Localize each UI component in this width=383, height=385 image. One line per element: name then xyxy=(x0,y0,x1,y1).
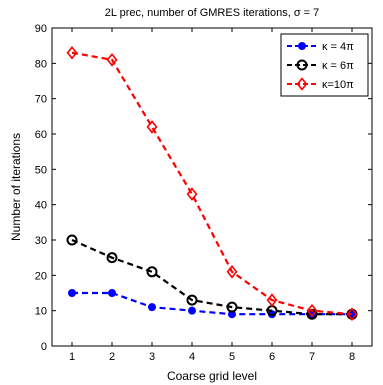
x-tick-label: 8 xyxy=(349,351,355,363)
legend-label: κ = 4π xyxy=(322,41,354,53)
y-tick-label: 60 xyxy=(35,129,47,141)
data-point xyxy=(106,53,118,67)
plot-area xyxy=(51,27,373,347)
data-point xyxy=(66,45,78,60)
y-tick-label: 30 xyxy=(35,235,47,247)
legend: κ = 4π κ = 6π κ=10π xyxy=(280,33,369,97)
y-axis-label: Number of iterations xyxy=(9,133,23,241)
y-tick-label: 10 xyxy=(35,306,47,318)
data-point xyxy=(226,301,238,313)
series-line xyxy=(71,51,353,316)
y-tick-label: 80 xyxy=(35,58,47,70)
legend-label: κ=10π xyxy=(322,79,354,91)
data-point xyxy=(106,252,118,264)
x-tick-label: 1 xyxy=(69,351,75,363)
data-point xyxy=(66,234,78,246)
series-3 xyxy=(66,45,358,321)
x-axis-label: Coarse grid level xyxy=(167,369,257,383)
series-line xyxy=(71,238,352,316)
y-tick-label: 20 xyxy=(35,270,47,282)
data-point xyxy=(148,303,156,312)
y-tick-label: 0 xyxy=(41,341,47,353)
y-tick-label: 70 xyxy=(35,94,47,106)
legend-marker xyxy=(296,59,308,71)
data-point xyxy=(108,289,116,297)
data-point xyxy=(146,120,158,134)
legend-item: κ = 4π xyxy=(287,41,354,53)
data-point xyxy=(68,289,76,297)
y-tick-label: 50 xyxy=(35,164,47,176)
x-tick-label: 3 xyxy=(149,351,155,363)
series-line xyxy=(72,291,352,316)
legend-item: κ = 6π xyxy=(287,59,354,72)
legend-marker xyxy=(298,42,306,50)
x-tick-label: 4 xyxy=(189,351,195,363)
data-point xyxy=(266,293,278,307)
legend-label: κ = 6π xyxy=(322,60,354,72)
series-1 xyxy=(68,289,356,319)
x-tick-label: 2 xyxy=(109,351,115,363)
data-point xyxy=(146,266,158,278)
x-tick-label: 7 xyxy=(309,351,315,363)
data-point xyxy=(226,265,238,279)
data-point xyxy=(346,307,358,321)
data-point xyxy=(306,303,318,318)
data-point xyxy=(188,306,196,315)
legend-item: κ=10π xyxy=(287,77,354,91)
chart-title: 2L prec, number of GMRES iterations, σ =… xyxy=(105,7,320,19)
data-point xyxy=(186,187,198,201)
y-tick-label: 40 xyxy=(35,200,47,212)
data-point xyxy=(186,294,198,306)
x-tick-label: 5 xyxy=(229,351,235,363)
legend-marker xyxy=(296,77,308,91)
y-tick-label: 90 xyxy=(35,23,47,35)
x-tick-label: 6 xyxy=(269,351,275,363)
